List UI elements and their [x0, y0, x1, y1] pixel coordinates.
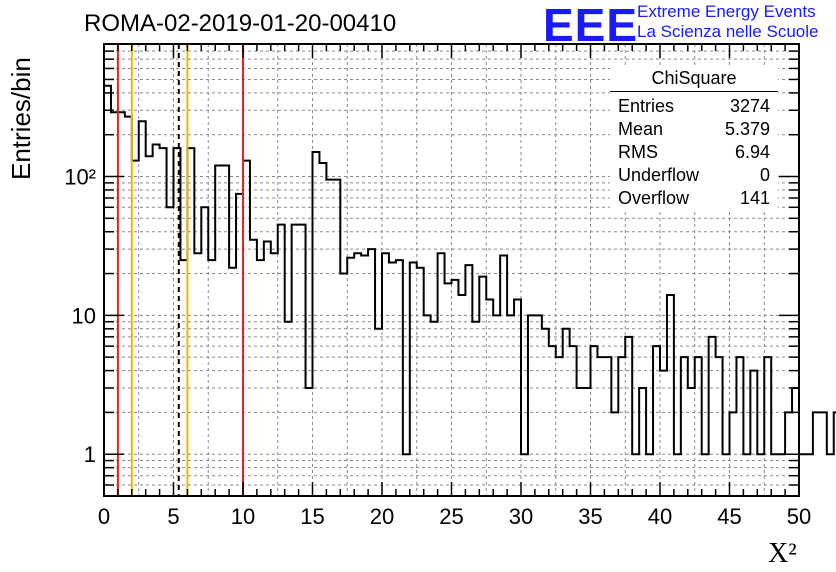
y-tick-label: 10 [72, 303, 96, 328]
x-tick-label: 50 [787, 504, 811, 529]
x-axis-label-text: X² [768, 538, 797, 569]
stats-value: 0 [759, 165, 770, 185]
stats-row-entries: Entries 3274 [610, 96, 778, 119]
x-tick-label: 5 [167, 504, 179, 529]
stats-title: ChiSquare [610, 68, 778, 92]
stats-value: 6.94 [734, 142, 770, 162]
x-tick-label: 35 [578, 504, 602, 529]
y-tick-label: 10² [64, 164, 96, 189]
x-tick-label: 10 [231, 504, 255, 529]
stats-row-mean: Mean 5.379 [610, 119, 778, 142]
x-tick-label: 15 [300, 504, 324, 529]
histogram-outline [103, 84, 836, 496]
x-tick-label: 40 [648, 504, 672, 529]
stats-value: 3274 [729, 96, 770, 116]
logo-subtitle-1: Extreme Energy Events [637, 2, 816, 21]
stats-row-overflow: Overflow 141 [610, 188, 778, 211]
eee-logo: EEE [543, 0, 639, 51]
logo-subtitle-2: La Scienza nelle Scuole [637, 22, 819, 41]
stats-value: 5.379 [724, 119, 770, 139]
stats-label: Entries [618, 96, 675, 116]
stats-label: RMS [618, 142, 658, 162]
stats-row-underflow: Underflow 0 [610, 165, 778, 188]
stats-value: 141 [739, 188, 770, 208]
x-tick-label: 45 [717, 504, 741, 529]
x-tick-label: 30 [509, 504, 533, 529]
stats-row-rms: RMS 6.94 [610, 142, 778, 165]
chart-title: ROMA-02-2019-01-20-00410 [84, 10, 397, 37]
stats-label: Overflow [618, 188, 690, 208]
y-axis-label: Entries/bin [6, 57, 36, 180]
x-tick-label: 25 [439, 504, 463, 529]
x-tick-label: 20 [370, 504, 394, 529]
stats-label: Mean [618, 119, 664, 139]
y-tick-label: 1 [84, 442, 96, 467]
x-axis-label: X² [768, 538, 797, 570]
stats-label: Underflow [618, 165, 700, 185]
stats-box: ChiSquare Entries 3274 Mean 5.379 RMS 6.… [610, 68, 778, 211]
x-tick-label: 0 [98, 504, 110, 529]
